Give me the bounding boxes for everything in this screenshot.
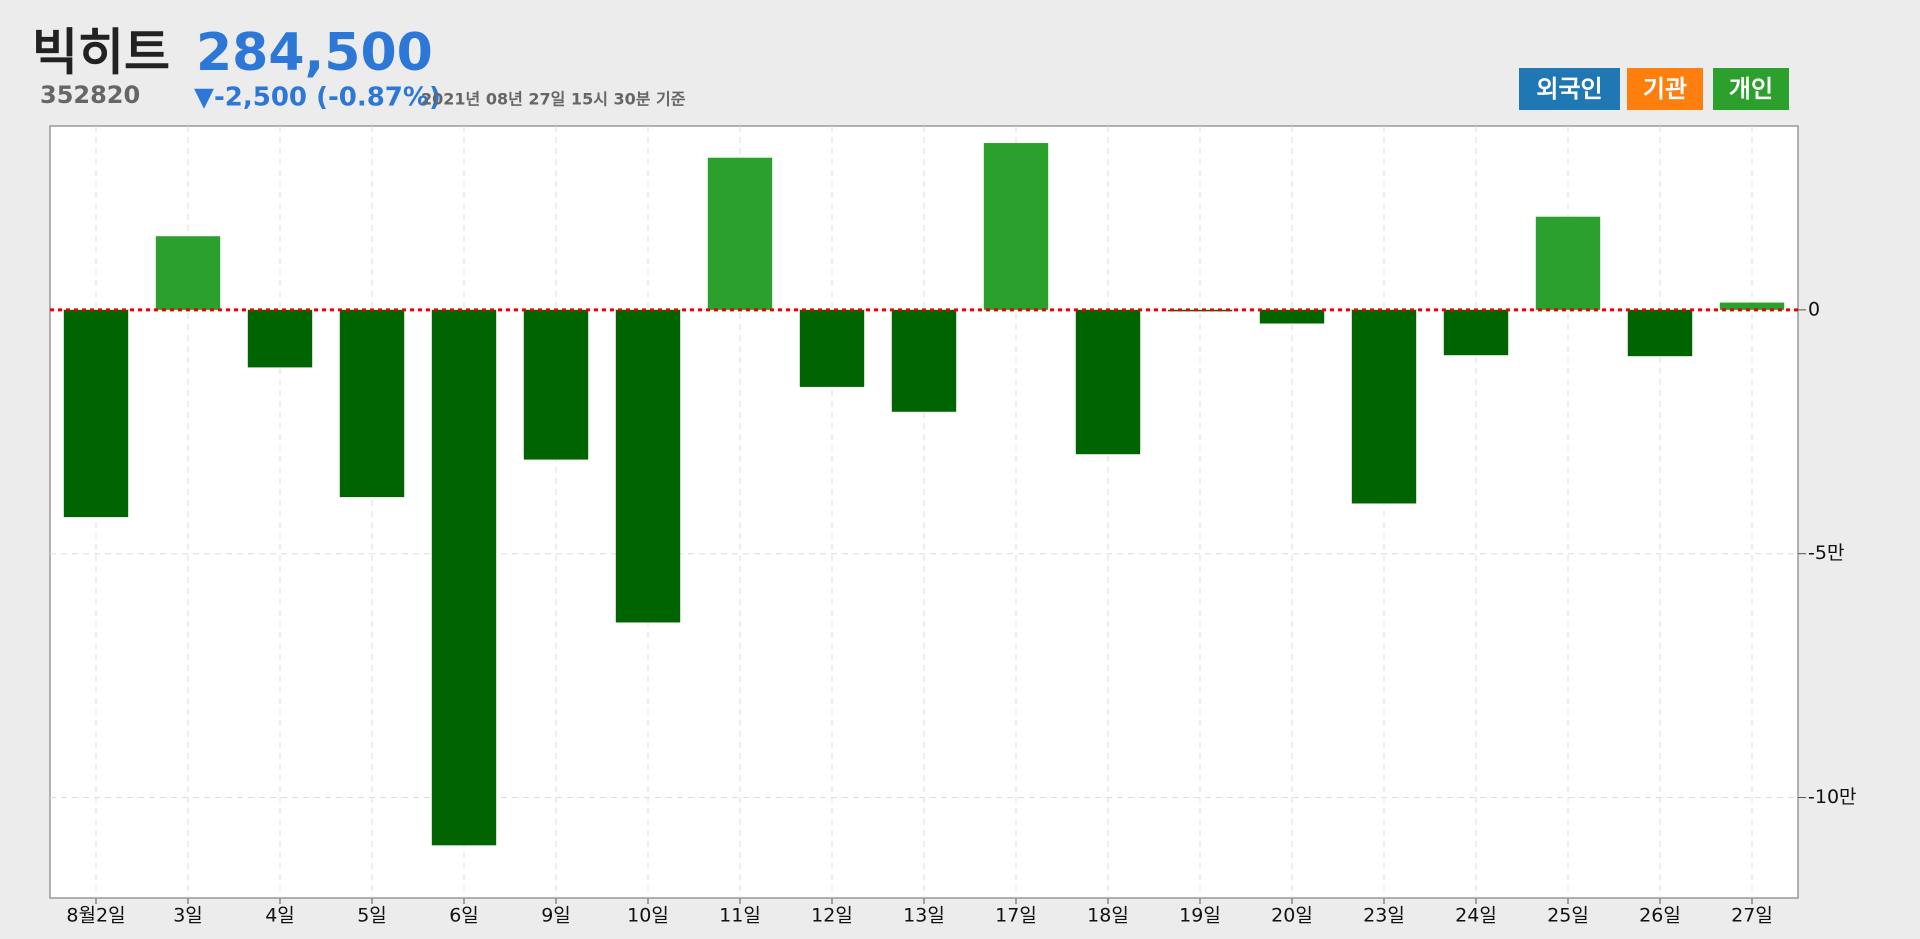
bar: [431, 309, 497, 846]
bar: [1167, 309, 1233, 312]
bar: [707, 157, 773, 310]
x-tick-label: 3일: [173, 905, 203, 927]
x-tick-label: 6일: [449, 905, 479, 927]
price-change: ▼-2,500 (-0.87%): [194, 83, 441, 113]
x-tick-label: 17일: [995, 905, 1037, 927]
bar: [155, 236, 221, 310]
bar: [615, 309, 681, 623]
toggle-label[interactable]: 외국인: [1536, 75, 1602, 103]
x-tick-label: 12일: [811, 905, 853, 927]
bar: [1259, 309, 1325, 324]
x-tick-label: 25일: [1547, 905, 1589, 927]
toggle-label[interactable]: 기관: [1643, 75, 1687, 103]
x-tick-label: 11일: [719, 905, 761, 927]
x-tick-label: 8월2일: [66, 905, 125, 927]
bar: [523, 309, 589, 460]
y-tick-label: -10만: [1808, 786, 1857, 808]
x-tick-label: 13일: [903, 905, 945, 927]
bar: [1351, 309, 1417, 504]
bar: [891, 309, 957, 412]
timestamp: 2021년 08년 27일 15시 30분 기준: [421, 90, 686, 109]
x-tick-label: 10일: [627, 905, 669, 927]
y-tick-label: 0: [1808, 298, 1820, 320]
x-tick-label: 23일: [1363, 905, 1405, 927]
x-tick-label: 27일: [1731, 905, 1773, 927]
bar: [1075, 309, 1141, 455]
bar: [1719, 302, 1785, 310]
x-tick-label: 20일: [1271, 905, 1313, 927]
toggle-label[interactable]: 개인: [1729, 75, 1773, 103]
x-tick-label: 5일: [357, 905, 387, 927]
bar: [247, 309, 313, 368]
toggle-button[interactable]: [1627, 68, 1703, 110]
bar: [339, 309, 405, 498]
bar: [983, 143, 1049, 310]
toggle-button[interactable]: [1519, 68, 1620, 110]
x-tick-label: 19일: [1179, 905, 1221, 927]
bar: [1535, 216, 1601, 310]
x-tick-label: 18일: [1087, 905, 1129, 927]
bar: [63, 309, 129, 518]
bar: [1627, 309, 1693, 357]
toggle-button[interactable]: [1713, 68, 1789, 110]
x-tick-label: 4일: [265, 905, 295, 927]
stock-price: 284,500: [196, 23, 433, 83]
stock-name: 빅히트: [32, 24, 170, 82]
x-tick-label: 24일: [1455, 905, 1497, 927]
y-tick-label: -5만: [1808, 542, 1844, 564]
bar: [799, 309, 865, 387]
x-tick-label: 26일: [1639, 905, 1681, 927]
bar: [1443, 309, 1509, 356]
x-tick-label: 9일: [541, 905, 571, 927]
stock-code: 352820: [40, 81, 140, 109]
